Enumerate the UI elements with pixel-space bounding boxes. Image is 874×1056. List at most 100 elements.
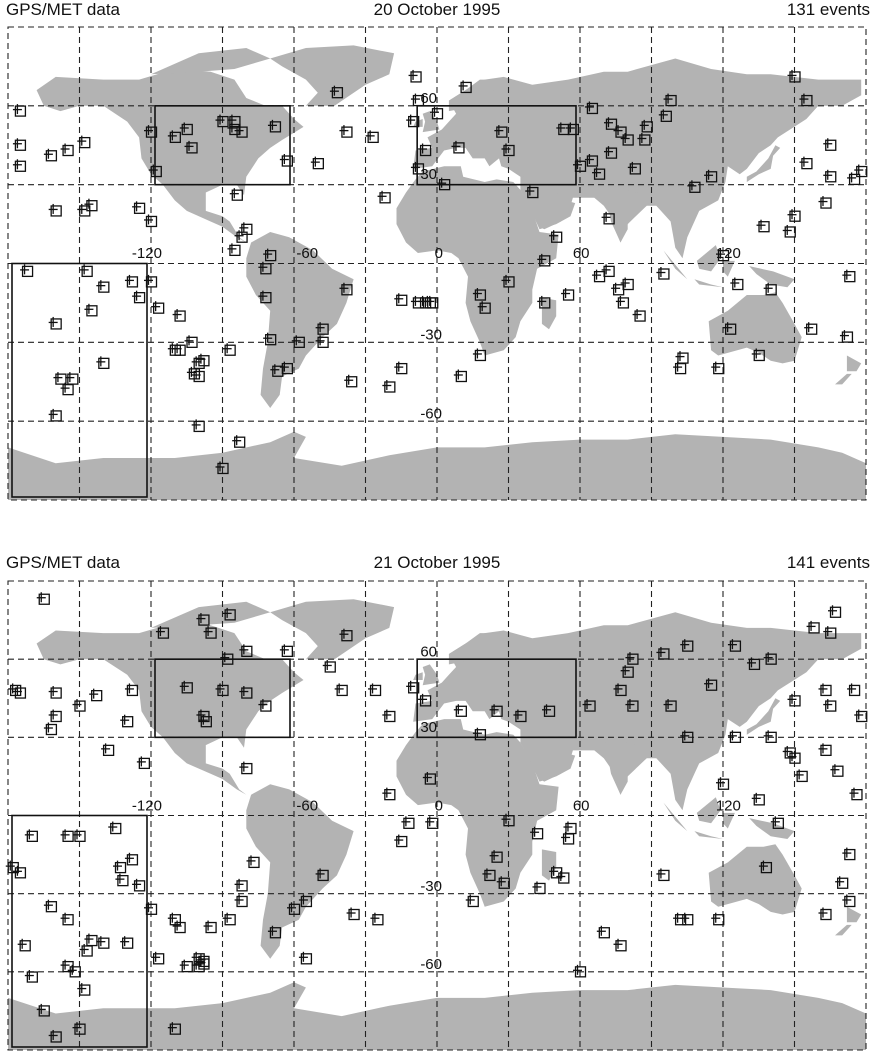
occultation-event-marker [136,756,151,770]
occultation-event-marker [770,816,784,829]
occultation-event-marker [222,912,236,926]
occultation-event-marker [437,177,451,191]
occultation-event-marker [458,80,472,94]
landmass [448,633,502,665]
occultation-event-marker [220,652,234,665]
occultation-event-marker [382,709,396,723]
occultation-event-marker [12,686,27,699]
occultation-event-marker [184,140,198,154]
occultation-event-marker [239,644,253,657]
occultation-event-marker [155,626,170,639]
occultation-event-marker [639,119,653,133]
occultation-event-marker [60,829,74,842]
occultation-event-marker [406,680,420,694]
occultation-event-marker [8,683,22,697]
occultation-event-marker [215,114,229,128]
landmass [422,664,440,686]
occultation-event-marker [410,93,425,107]
occultation-event-marker [656,646,670,660]
occultation-event-marker [430,106,444,120]
occultation-event-marker [627,161,641,175]
occultation-event-marker [830,764,844,777]
occultation-event-marker [847,683,861,697]
occultation-event-marker [418,143,432,157]
occultation-event-marker [172,309,186,322]
occultation-event-marker [711,912,725,926]
occultation-event-marker [227,122,241,136]
occultation-event-marker [549,865,563,879]
occultation-event-marker [561,288,575,301]
occultation-event-marker [425,816,439,829]
occultation-event-marker [191,419,205,433]
occultation-event-marker [530,826,544,840]
occultation-event-marker [656,267,670,280]
occultation-event-marker [513,709,527,723]
occultation-event-marker [196,957,210,970]
occultation-event-marker [625,652,639,665]
occultation-event-marker [120,714,134,728]
latitude-label: 60 [420,643,437,660]
occultation-event-marker [549,230,563,243]
occultation-event-marker [818,196,832,209]
landmass [448,79,502,112]
occultation-event-marker [43,148,58,162]
occultation-event-marker [179,959,193,973]
occultation-event-marker [799,93,813,107]
occultation-event-marker [611,282,625,296]
landmass [696,797,721,824]
occultation-event-marker [124,274,139,288]
longitude-label: 120 [716,797,741,814]
landmass [520,176,576,230]
occultation-event-marker [322,659,336,673]
occultation-event-marker [746,657,761,671]
occultation-event-marker [556,122,570,136]
occultation-event-marker [144,902,158,915]
occultation-event-marker [603,117,618,130]
longitude-label: 0 [435,797,443,814]
landmass [270,45,395,106]
occultation-event-marker [346,907,360,921]
landmass [708,844,802,915]
study-region-box [416,658,577,739]
landmass [694,831,723,839]
occultation-event-marker [422,295,437,309]
occultation-event-marker [603,146,618,159]
occultation-event-marker [334,683,348,697]
occultation-event-marker [727,730,742,743]
landmass [846,906,862,923]
occultation-event-marker [537,295,551,309]
occultation-event-marker [315,322,329,335]
occultation-event-marker [124,852,139,866]
occultation-event-marker [410,295,425,309]
occultation-event-marker [96,280,110,293]
occultation-event-marker [818,907,832,921]
occultation-event-marker [472,727,487,741]
event-markers [12,69,868,475]
occultation-event-marker [377,190,391,204]
occultation-event-marker [43,899,58,913]
occultation-event-marker [232,435,246,448]
occultation-event-marker [596,925,610,939]
landmass [708,292,802,364]
longitude-label: -120 [132,245,162,262]
occultation-event-marker [823,138,837,151]
occultation-event-marker [465,894,479,908]
occultation-event-marker [144,214,158,228]
occultation-event-marker [704,678,718,691]
occultation-event-marker [246,855,260,869]
occultation-event-marker [339,628,353,642]
occultation-event-marker [453,704,467,717]
occultation-event-marker [727,639,742,652]
occultation-event-marker [79,264,93,278]
occultation-event-marker [287,902,301,915]
occultation-event-marker [89,688,103,702]
occultation-event-marker [561,831,575,845]
occultation-event-marker [239,686,253,699]
occultation-event-marker [263,248,277,262]
landmass [663,250,688,280]
latitude-label: -30 [420,326,442,343]
occultation-event-marker [368,683,382,697]
landmass [541,297,557,330]
occultation-event-marker [472,348,487,362]
